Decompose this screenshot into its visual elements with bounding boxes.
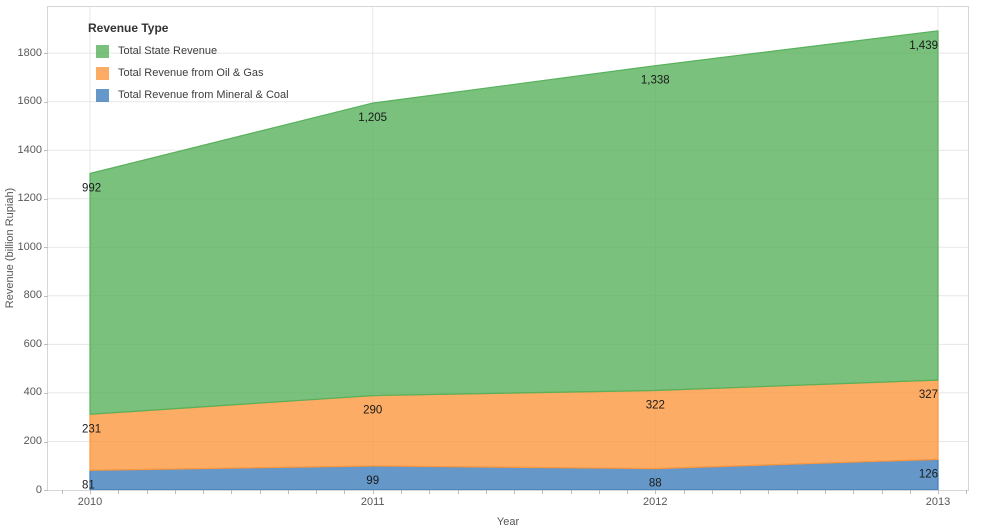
data-label: 81 [82,479,95,490]
y-tick-mark [44,490,48,491]
legend: Revenue Type Total State Revenue Total R… [88,21,289,106]
x-minor-tick [485,490,487,494]
x-minor-tick [627,490,629,494]
y-tick-label: 1600 [17,95,42,108]
x-tick-label: 2011 [360,496,385,508]
x-minor-tick [570,490,572,494]
x-minor-tick [372,490,374,494]
data-label: 1,439 [909,40,938,52]
y-tick-mark [44,441,48,443]
x-minor-tick [174,490,176,494]
x-tick-label: 2010 [77,496,103,508]
x-minor-tick [740,490,742,494]
x-minor-tick [514,490,515,494]
x-axis-title: Year [496,516,520,528]
plot-area[interactable]: 81 99 88 126 231 290 322 327 992 1,205 1,338 1,439 [48,7,968,490]
data-label: 231 [82,423,101,435]
data-label: 99 [366,475,379,487]
data-label: 327 [919,389,938,401]
x-minor-tick [316,490,318,494]
x-minor-tick [118,490,120,494]
data-label: 290 [363,405,382,417]
y-tick-label: 1800 [17,46,42,59]
legend-item-oil-and-gas[interactable]: Total Revenue from Oil & Gas [88,62,289,84]
legend-swatch-orange-icon [96,66,109,80]
y-tick-mark [44,150,48,152]
y-tick-label: 400 [23,386,42,399]
x-minor-tick [598,490,600,494]
x-minor-tick [146,490,148,494]
y-tick-mark [44,295,48,297]
x-minor-tick [768,490,770,494]
legend-item-label: Total State Revenue [118,45,218,57]
x-tick-label: 2012 [643,496,668,508]
data-label: 1,205 [358,112,387,124]
plot-canvas[interactable]: 81 99 88 126 231 290 322 327 992 1,205 1,338 1,439 [48,7,968,490]
y-tick-label: 200 [23,435,42,447]
legend-title: Revenue Type [88,21,169,35]
x-minor-tick [90,490,91,494]
x-minor-tick [400,490,402,494]
x-minor-tick [429,490,431,494]
area-total-state-revenue[interactable] [89,30,939,415]
y-tick-mark [44,101,48,103]
legend-item-label: Total Revenue from Mineral & Coal [118,89,289,101]
legend-item-label: Total Revenue from Oil & Gas [118,67,264,79]
x-minor-tick [61,490,63,494]
x-minor-tick [796,490,798,494]
legend-item-mineral-and-coal[interactable]: Total Revenue from Mineral & Coal [88,84,289,106]
y-tick-mark [44,198,48,200]
x-minor-tick [711,490,713,494]
y-tick-label: 0 [35,483,42,496]
x-minor-tick [344,490,346,494]
y-tick-label: 1400 [17,143,42,156]
x-minor-tick [909,490,911,494]
x-minor-tick [259,490,261,494]
x-minor-tick [542,490,544,494]
x-tick-label: 2013 [925,496,951,508]
y-tick-mark [44,344,48,346]
legend-swatch-blue-icon [96,88,109,102]
y-tick-mark [44,247,48,249]
y-tick-mark [44,392,48,394]
x-minor-tick [938,490,939,494]
x-minor-tick [824,490,826,494]
data-label: 992 [82,183,101,195]
data-label: 322 [646,400,665,412]
x-minor-tick [655,490,657,494]
data-label: 126 [919,468,938,480]
legend-swatch-green-icon [96,44,109,58]
data-label: 1,338 [641,75,670,87]
x-minor-tick [287,490,289,494]
y-tick-label: 1200 [17,192,42,205]
x-minor-tick [966,490,968,494]
y-tick-label: 1000 [17,240,42,253]
x-minor-tick [881,490,883,494]
y-tick-mark [44,53,48,55]
x-minor-tick [203,490,205,494]
y-tick-label: 600 [23,337,42,350]
legend-item-total-state-revenue[interactable]: Total State Revenue [88,40,289,62]
x-minor-tick [231,490,233,494]
x-minor-tick [457,490,459,494]
x-minor-tick [853,490,855,494]
data-label: 88 [649,478,662,490]
y-tick-label: 800 [23,289,42,302]
x-minor-tick [683,490,685,494]
